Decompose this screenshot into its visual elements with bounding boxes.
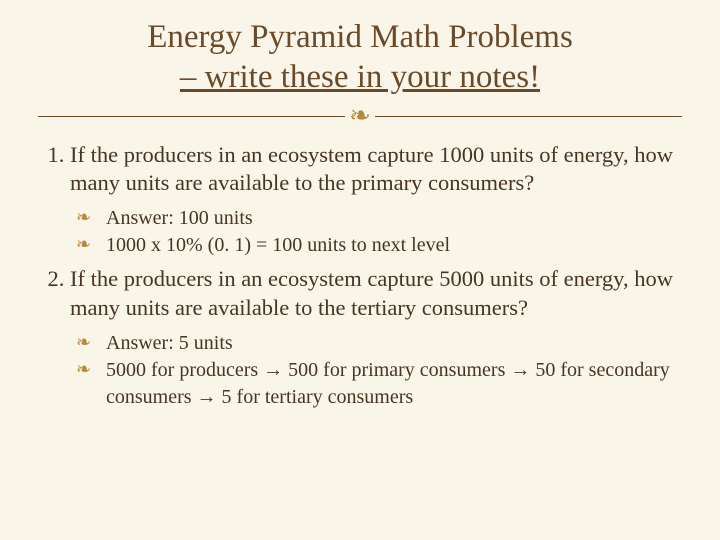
answer-text: Answer: 100 units <box>106 207 253 229</box>
question-text: If the producers in an ecosystem capture… <box>70 266 673 319</box>
slide-title: Energy Pyramid Math Problems – write the… <box>38 18 682 97</box>
list-item: If the producers in an ecosystem capture… <box>70 265 682 410</box>
divider-line-left <box>38 116 345 117</box>
answer-list: Answer: 100 units 1000 x 10% (0. 1) = 10… <box>70 205 682 259</box>
question-list: If the producers in an ecosystem capture… <box>38 141 682 411</box>
question-text: If the producers in an ecosystem capture… <box>70 142 673 195</box>
title-divider: ❧ <box>38 103 682 129</box>
list-item: If the producers in an ecosystem capture… <box>70 141 682 259</box>
answer-list: Answer: 5 units 5000 for producers → 500… <box>70 330 682 411</box>
answer-text: Answer: 5 units <box>106 332 233 354</box>
leaf-icon: ❧ <box>345 103 375 129</box>
divider-line-right <box>375 116 682 117</box>
title-line-1: Energy Pyramid Math Problems <box>147 19 573 55</box>
answer-text: 1000 x 10% (0. 1) = 100 units to next le… <box>106 234 450 256</box>
answer-text: 5000 for producers → 500 for primary con… <box>106 359 670 408</box>
list-item: Answer: 5 units <box>76 330 682 357</box>
list-item: 5000 for producers → 500 for primary con… <box>76 357 682 411</box>
list-item: Answer: 100 units <box>76 205 682 232</box>
title-line-2: – write these in your notes! <box>180 59 540 95</box>
list-item: 1000 x 10% (0. 1) = 100 units to next le… <box>76 232 682 259</box>
